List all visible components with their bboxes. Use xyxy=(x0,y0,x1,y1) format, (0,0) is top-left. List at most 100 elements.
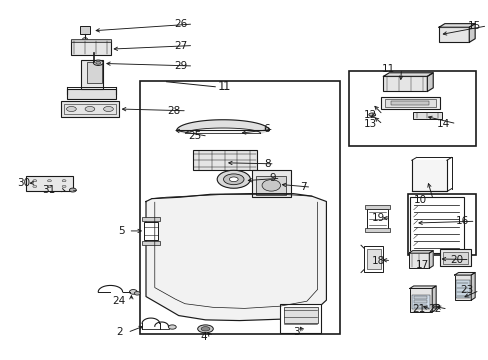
Text: 22: 22 xyxy=(427,304,441,314)
Ellipse shape xyxy=(229,177,238,181)
Polygon shape xyxy=(438,24,474,27)
Bar xyxy=(283,307,317,323)
Bar xyxy=(409,197,463,253)
Polygon shape xyxy=(431,286,435,312)
Ellipse shape xyxy=(96,61,101,64)
Bar xyxy=(407,194,475,255)
Text: 28: 28 xyxy=(167,106,181,116)
Bar xyxy=(71,39,111,41)
Ellipse shape xyxy=(47,180,51,182)
Bar xyxy=(383,76,427,91)
Bar xyxy=(413,301,427,303)
Bar xyxy=(26,176,73,191)
Text: 23: 23 xyxy=(459,285,472,296)
Text: 19: 19 xyxy=(371,213,384,223)
Bar xyxy=(413,305,427,308)
Text: 14: 14 xyxy=(436,119,449,129)
Bar xyxy=(384,99,435,107)
Polygon shape xyxy=(468,24,474,42)
Text: 13: 13 xyxy=(363,120,376,129)
Bar xyxy=(67,89,116,99)
Text: 24: 24 xyxy=(112,296,125,306)
Bar xyxy=(81,60,102,89)
Ellipse shape xyxy=(432,304,439,308)
Text: 30: 30 xyxy=(17,177,30,188)
Bar xyxy=(80,26,90,34)
Bar xyxy=(442,252,468,264)
Ellipse shape xyxy=(103,107,113,112)
Ellipse shape xyxy=(82,38,87,41)
Bar xyxy=(454,275,470,300)
Text: 11: 11 xyxy=(381,64,394,74)
Bar xyxy=(439,249,470,266)
Text: 12: 12 xyxy=(363,110,376,120)
Bar xyxy=(256,176,286,195)
Text: 29: 29 xyxy=(173,61,187,71)
Bar xyxy=(438,27,468,42)
Bar xyxy=(63,104,116,114)
Bar xyxy=(455,280,469,298)
Text: 27: 27 xyxy=(173,41,187,50)
Ellipse shape xyxy=(69,188,76,192)
Polygon shape xyxy=(454,273,474,275)
Text: 16: 16 xyxy=(455,216,468,226)
Bar xyxy=(140,81,339,334)
Bar xyxy=(348,71,475,146)
Ellipse shape xyxy=(368,113,375,117)
Text: 26: 26 xyxy=(173,19,187,29)
Text: 25: 25 xyxy=(188,131,201,141)
Bar xyxy=(409,288,431,312)
Text: 21: 21 xyxy=(411,304,424,314)
Text: 9: 9 xyxy=(269,173,276,183)
Ellipse shape xyxy=(93,60,103,66)
Bar xyxy=(366,209,387,229)
Ellipse shape xyxy=(168,325,176,329)
Bar xyxy=(142,217,160,221)
Ellipse shape xyxy=(33,180,37,182)
Bar xyxy=(279,304,321,333)
Bar xyxy=(363,246,383,272)
Bar xyxy=(408,253,428,268)
Bar xyxy=(366,249,380,269)
Ellipse shape xyxy=(62,180,66,182)
Ellipse shape xyxy=(33,185,37,188)
Ellipse shape xyxy=(66,107,76,112)
Bar xyxy=(364,228,389,232)
Bar xyxy=(87,62,102,83)
Polygon shape xyxy=(383,73,432,76)
Polygon shape xyxy=(146,194,326,320)
Ellipse shape xyxy=(62,185,66,188)
Text: 5: 5 xyxy=(118,226,124,236)
Polygon shape xyxy=(176,120,269,134)
Polygon shape xyxy=(409,286,435,288)
Bar xyxy=(144,222,158,240)
Bar xyxy=(142,240,160,245)
Text: 15: 15 xyxy=(467,21,480,31)
Bar xyxy=(61,102,119,117)
Text: 1: 1 xyxy=(217,80,224,93)
Bar xyxy=(390,101,428,105)
Text: 18: 18 xyxy=(371,256,384,266)
Polygon shape xyxy=(411,160,446,192)
Text: 1: 1 xyxy=(222,80,229,93)
Ellipse shape xyxy=(197,325,213,333)
Text: 17: 17 xyxy=(415,260,428,270)
Ellipse shape xyxy=(85,107,95,112)
Ellipse shape xyxy=(201,327,209,331)
Text: 2: 2 xyxy=(117,327,123,337)
Polygon shape xyxy=(428,251,432,268)
Ellipse shape xyxy=(129,289,137,294)
Ellipse shape xyxy=(217,170,250,188)
Bar xyxy=(251,170,290,197)
Bar xyxy=(380,96,439,109)
Text: 7: 7 xyxy=(300,182,306,192)
Ellipse shape xyxy=(134,292,140,295)
Text: 31: 31 xyxy=(42,185,55,195)
Bar xyxy=(364,206,389,209)
Text: 20: 20 xyxy=(449,255,463,265)
Text: 8: 8 xyxy=(264,159,270,169)
Bar xyxy=(412,112,441,119)
Polygon shape xyxy=(427,73,432,91)
Bar xyxy=(193,150,256,170)
Bar xyxy=(71,40,111,55)
